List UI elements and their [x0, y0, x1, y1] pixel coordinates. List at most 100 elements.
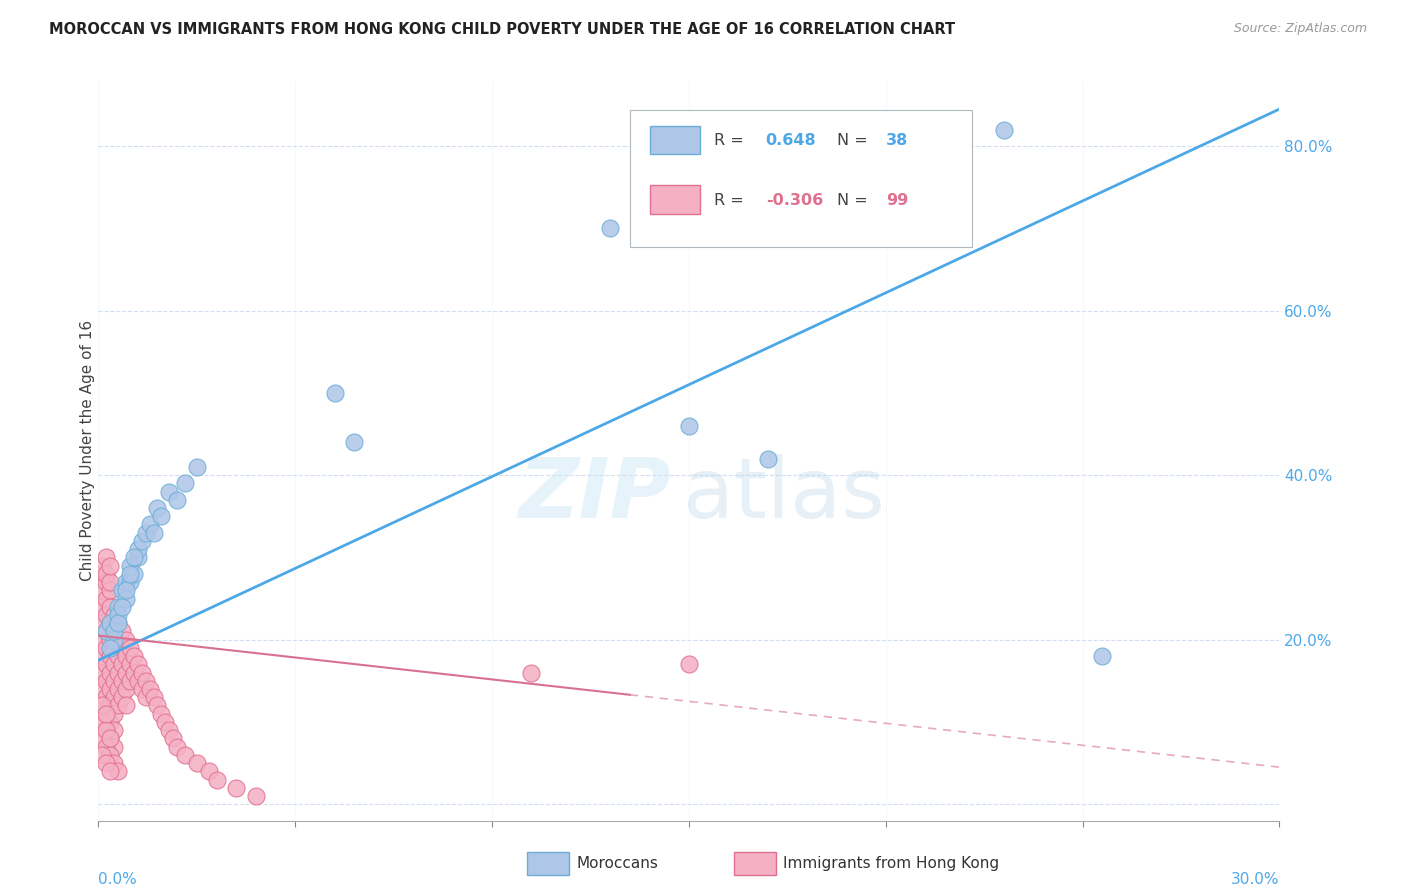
Point — [98, 558, 121, 573]
Point — [155, 714, 177, 729]
Point — [107, 665, 129, 680]
Point — [91, 616, 114, 631]
FancyBboxPatch shape — [650, 186, 700, 213]
Point — [96, 575, 118, 590]
Text: 0.648: 0.648 — [766, 134, 817, 148]
Point — [115, 698, 138, 713]
Point — [98, 681, 121, 696]
Point — [138, 681, 160, 696]
Point — [98, 764, 121, 779]
Text: Source: ZipAtlas.com: Source: ZipAtlas.com — [1233, 22, 1367, 36]
Point — [91, 714, 114, 729]
Point — [138, 517, 160, 532]
Point — [115, 575, 138, 590]
Point — [118, 566, 141, 581]
Point — [98, 731, 121, 746]
Point — [146, 501, 169, 516]
Point — [98, 649, 121, 664]
Text: 38: 38 — [886, 134, 908, 148]
Point — [111, 640, 134, 655]
Point — [91, 698, 114, 713]
Point — [96, 566, 118, 581]
Text: atlas: atlas — [683, 454, 884, 535]
Point — [96, 591, 118, 606]
Point — [107, 616, 129, 631]
Point — [150, 706, 173, 721]
Point — [146, 698, 169, 713]
Point — [115, 632, 138, 647]
Text: R =: R = — [714, 134, 748, 148]
Point — [115, 591, 138, 606]
Point — [166, 739, 188, 754]
Point — [127, 542, 149, 557]
Point — [91, 566, 114, 581]
Point — [157, 484, 180, 499]
Point — [118, 673, 141, 688]
Text: 30.0%: 30.0% — [1232, 872, 1279, 888]
Point — [111, 624, 134, 639]
Point — [118, 575, 141, 590]
Point — [103, 739, 125, 754]
Point — [91, 665, 114, 680]
Point — [107, 698, 129, 713]
Point — [96, 607, 118, 622]
Text: ZIP: ZIP — [519, 454, 671, 535]
Point — [103, 624, 125, 639]
Point — [599, 221, 621, 235]
Point — [142, 690, 165, 705]
Point — [135, 525, 157, 540]
Point — [91, 599, 114, 614]
Point — [111, 690, 134, 705]
Point — [186, 459, 208, 474]
Point — [157, 723, 180, 738]
Point — [96, 756, 118, 770]
Point — [122, 550, 145, 565]
Point — [205, 772, 228, 787]
Point — [323, 385, 346, 400]
Point — [122, 649, 145, 664]
Point — [98, 714, 121, 729]
Point — [111, 583, 134, 598]
Point — [107, 607, 129, 622]
Point — [131, 665, 153, 680]
Point — [115, 665, 138, 680]
Text: 0.0%: 0.0% — [98, 872, 138, 888]
Point — [91, 583, 114, 598]
Point — [111, 657, 134, 672]
Point — [96, 706, 118, 721]
Point — [142, 525, 165, 540]
Point — [135, 673, 157, 688]
Point — [103, 756, 125, 770]
Point — [127, 550, 149, 565]
Point — [127, 657, 149, 672]
Point — [127, 673, 149, 688]
Point — [91, 681, 114, 696]
Point — [91, 698, 114, 713]
Point — [135, 690, 157, 705]
Point — [98, 599, 121, 614]
Text: MOROCCAN VS IMMIGRANTS FROM HONG KONG CHILD POVERTY UNDER THE AGE OF 16 CORRELAT: MOROCCAN VS IMMIGRANTS FROM HONG KONG CH… — [49, 22, 955, 37]
Point — [678, 418, 700, 433]
Point — [96, 723, 118, 738]
Point — [96, 706, 118, 721]
Point — [115, 649, 138, 664]
Point — [98, 616, 121, 631]
Point — [107, 599, 129, 614]
Point — [98, 698, 121, 713]
Point — [103, 723, 125, 738]
Point — [122, 566, 145, 581]
Point — [96, 739, 118, 754]
Point — [96, 624, 118, 639]
Point — [174, 476, 197, 491]
Point — [118, 558, 141, 573]
Point — [107, 681, 129, 696]
Y-axis label: Child Poverty Under the Age of 16: Child Poverty Under the Age of 16 — [80, 320, 94, 581]
Point — [174, 747, 197, 762]
Point — [111, 673, 134, 688]
Point — [96, 723, 118, 738]
Point — [96, 657, 118, 672]
Point — [91, 558, 114, 573]
Point — [103, 673, 125, 688]
Point — [103, 640, 125, 655]
Point — [756, 451, 779, 466]
